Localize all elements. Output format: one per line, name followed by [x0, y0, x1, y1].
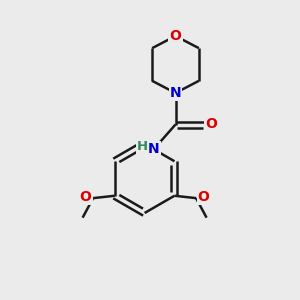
Text: H: H: [137, 140, 148, 153]
Text: O: O: [80, 190, 92, 204]
Text: O: O: [198, 190, 209, 204]
Text: N: N: [148, 142, 160, 156]
Text: O: O: [206, 118, 218, 131]
Text: N: N: [170, 86, 181, 100]
Text: O: O: [169, 29, 181, 43]
